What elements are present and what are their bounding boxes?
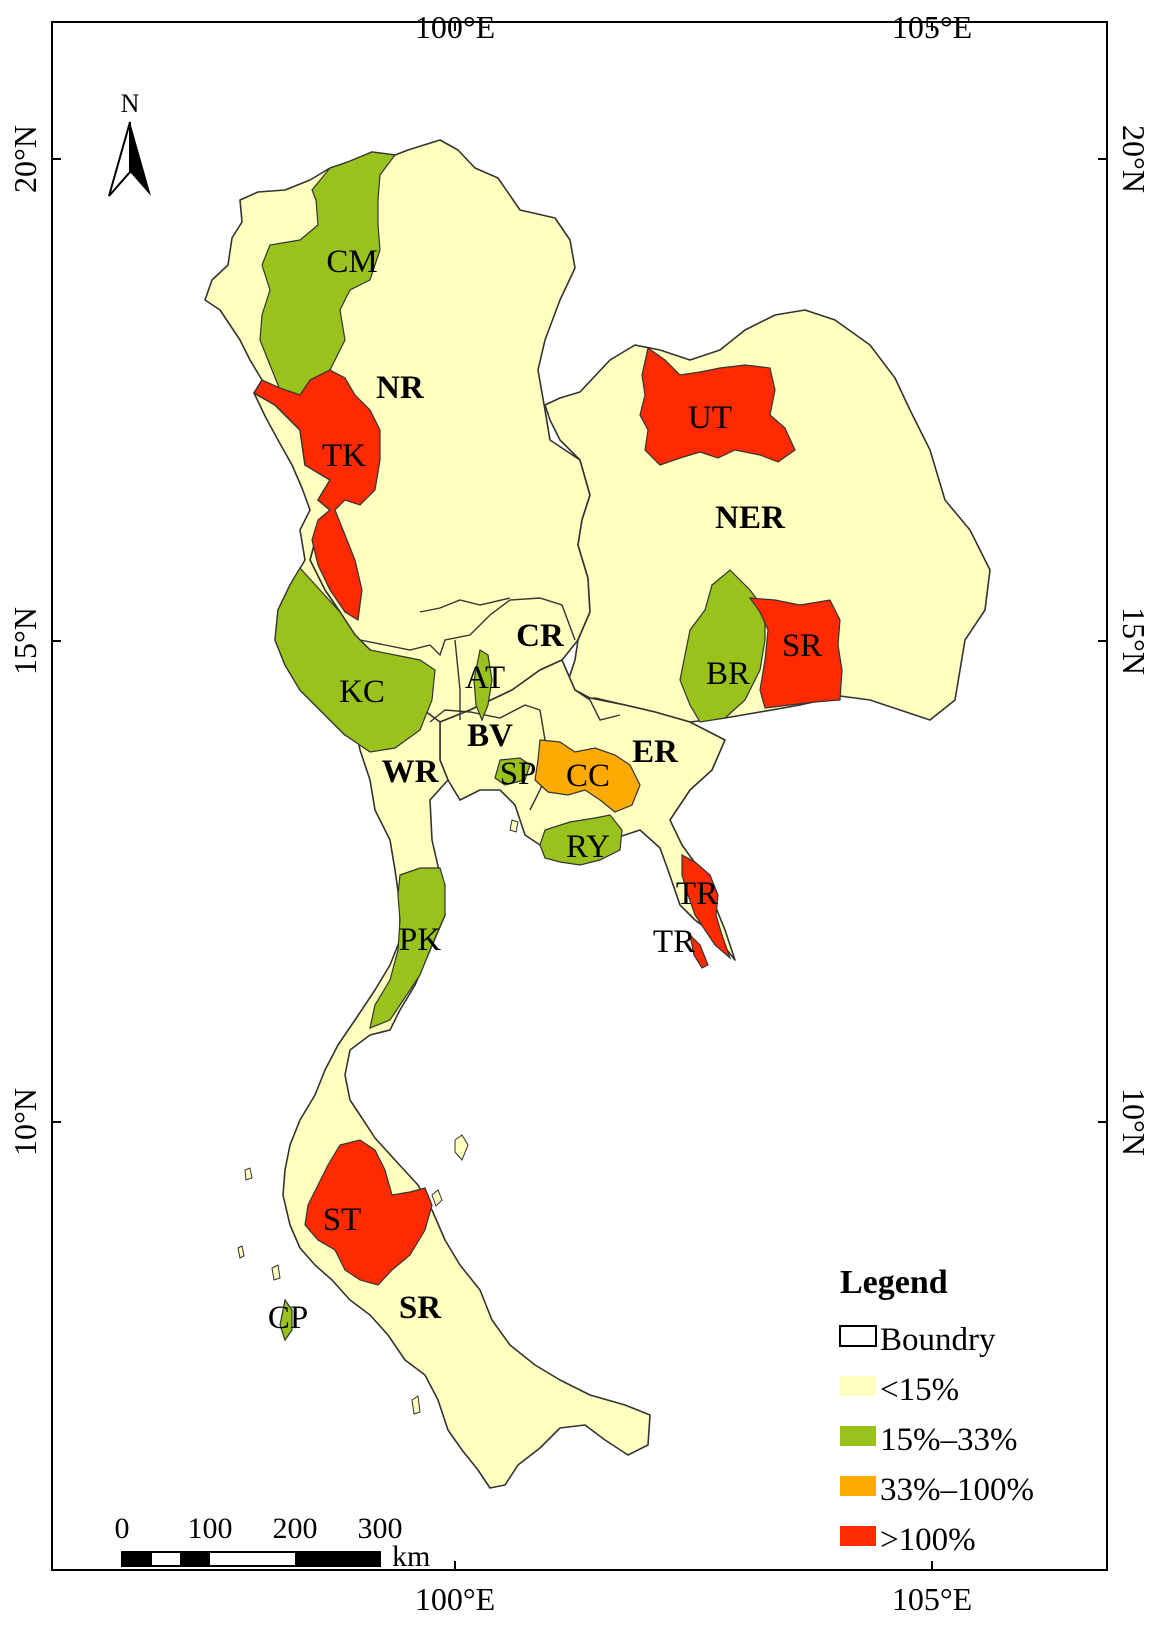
province-at-shape	[473, 649, 493, 722]
region-label-ner: NER	[715, 500, 786, 536]
province-label-tk: TK	[322, 438, 366, 474]
north-arrow-label: N	[121, 89, 140, 118]
province-label-sp: SP	[500, 756, 537, 792]
province-label-st: ST	[323, 1202, 362, 1238]
legend-swatch-high	[840, 1476, 876, 1496]
province-st-shape	[304, 1139, 433, 1286]
province-label-sr: SR	[782, 628, 822, 664]
tick-bottom-105e: 105°E	[892, 1581, 972, 1617]
region-label-er: ER	[632, 734, 679, 770]
region-label-wr: WR	[382, 754, 440, 790]
province-cc-shape	[534, 739, 641, 813]
region-label-nr: NR	[376, 370, 425, 406]
province-br-shape	[679, 569, 766, 723]
province-label-cc: CC	[566, 758, 610, 794]
provinces-15-33	[259, 151, 766, 1342]
tick-right-15n: 15°N	[1116, 607, 1152, 675]
region-label-cr: CR	[516, 618, 565, 654]
tick-left-20n: 20°N	[7, 125, 43, 193]
tick-bottom-100e: 100°E	[415, 1581, 495, 1617]
legend-label-low: <15%	[880, 1372, 959, 1408]
province-label-ry: RY	[566, 829, 610, 865]
province-ut-shape	[639, 346, 796, 466]
region-boundaries	[359, 597, 621, 811]
province-label-pk: PK	[399, 922, 441, 958]
legend-swatch-low	[840, 1376, 876, 1396]
province-cp-shape	[279, 1298, 293, 1342]
tick-marks	[52, 22, 1107, 1570]
province-tk-shape	[253, 369, 381, 621]
scale-unit: km	[392, 1540, 430, 1573]
province-label-tr2: TR	[653, 924, 695, 960]
region-label-bv: BV	[467, 718, 513, 754]
central-and-eastern-shape	[439, 659, 736, 961]
islands	[237, 819, 519, 1415]
legend-label-boundry: Boundry	[880, 1322, 996, 1358]
legend-title: Legend	[840, 1264, 948, 1301]
province-label-ut: UT	[688, 400, 732, 436]
province-label-br: BR	[706, 656, 750, 692]
province-kc-shape	[274, 566, 436, 753]
province-label-cm: CM	[326, 244, 377, 280]
tick-left-15n: 15°N	[7, 607, 43, 675]
scale-label-300: 300	[358, 1512, 403, 1545]
north-arrow-icon: N	[108, 89, 151, 197]
province-sp-shape	[494, 757, 531, 786]
scale-label-0: 0	[115, 1512, 130, 1545]
tick-right-20n: 20°N	[1116, 125, 1152, 193]
provinces-over-100	[253, 346, 843, 1286]
scale-label-200: 200	[273, 1512, 318, 1545]
tick-top-105e: 105°E	[892, 9, 972, 45]
tick-left-10n: 10°N	[7, 1088, 43, 1156]
legend-label-vhigh: >100%	[880, 1522, 976, 1558]
province-label-cp: CP	[268, 1300, 308, 1336]
province-label-tr: TR	[676, 876, 718, 912]
legend-swatch-vhigh	[840, 1526, 876, 1546]
province-sr-shape	[748, 597, 843, 709]
scale-label-100: 100	[188, 1512, 233, 1545]
tick-top-100e: 100°E	[415, 9, 495, 45]
province-label-kc: KC	[339, 674, 385, 710]
province-ry-shape	[539, 814, 623, 866]
province-label-at: AT	[465, 660, 505, 696]
legend: Legend Boundry <15% 15%–33% 33%–100% >10…	[839, 1264, 1034, 1558]
province-tr-shape	[681, 853, 732, 960]
region-label-sr: SR	[399, 1290, 442, 1326]
legend-label-high: 33%–100%	[880, 1472, 1034, 1508]
legend-swatch-mid	[840, 1426, 876, 1446]
scale-bar: 0 100 200 300 km	[115, 1512, 431, 1573]
province-tr2-shape	[689, 933, 709, 969]
tick-right-10n: 10°N	[1116, 1088, 1152, 1156]
legend-swatch-boundry	[839, 1325, 877, 1347]
legend-label-mid: 15%–33%	[880, 1422, 1017, 1458]
provinces-33-100	[534, 739, 641, 813]
province-pk-shape	[369, 867, 446, 1029]
